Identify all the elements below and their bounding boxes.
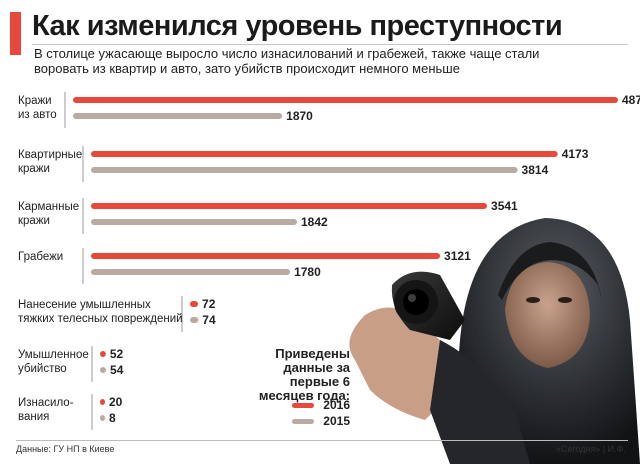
category-label: Грабежи bbox=[18, 251, 63, 263]
hooded-gunman-photo bbox=[349, 218, 640, 464]
category-label-line: кражи bbox=[18, 163, 50, 175]
value-label-2016: 4173 bbox=[562, 147, 589, 161]
value-label-2016: 3541 bbox=[491, 199, 518, 213]
category-label: Умышленное убийство bbox=[18, 349, 89, 375]
value-label-2015: 8 bbox=[109, 411, 116, 425]
bar-2016 bbox=[100, 351, 106, 357]
bar-2016 bbox=[91, 203, 488, 209]
bar-2015 bbox=[91, 219, 298, 225]
bar-2015 bbox=[100, 367, 107, 373]
value-label-2016: 72 bbox=[202, 297, 216, 311]
legend-item-2016: 2016 bbox=[250, 397, 350, 413]
value-label-2015: 1842 bbox=[301, 215, 328, 229]
category-label-line: кражи bbox=[18, 215, 50, 227]
value-label-2016: 52 bbox=[110, 347, 124, 361]
category-label: Нанесение умышленных тяжких телесных повр… bbox=[18, 299, 183, 325]
bar-2016 bbox=[100, 399, 105, 405]
credit: «Сегодня» | И.Ф. bbox=[555, 444, 626, 454]
category-label-line: Умышленное bbox=[18, 349, 89, 361]
value-label-2015: 54 bbox=[110, 363, 124, 377]
category-label-line: тяжких телесных повреждений bbox=[18, 313, 183, 325]
bar-2015 bbox=[100, 415, 105, 421]
bar-2015 bbox=[91, 167, 518, 173]
value-label-2015: 1870 bbox=[286, 109, 313, 123]
title-divider bbox=[32, 44, 628, 45]
page-subtitle: В столице ужасающе выросло число изнасил… bbox=[34, 46, 540, 76]
bar-2016 bbox=[190, 301, 199, 307]
category-label: Квартирные кражи bbox=[18, 149, 82, 175]
crime-bar-chart: Кражи из авто 4873 1870 Квартирные кражи 4173 3… bbox=[18, 92, 640, 430]
bar-2015 bbox=[91, 269, 291, 275]
value-label-2016: 20 bbox=[109, 395, 123, 409]
value-label-2015: 1780 bbox=[294, 265, 321, 279]
page-title: Как изменился уровень преступности bbox=[32, 10, 563, 42]
category-label-line: вания bbox=[18, 411, 49, 423]
footer-divider bbox=[16, 440, 628, 441]
value-label-2015: 74 bbox=[202, 313, 216, 327]
legend-label-2016: 2016 bbox=[323, 398, 350, 412]
category-label-line: Карманные bbox=[18, 201, 79, 213]
category-label: Карманные кражи bbox=[18, 201, 79, 227]
legend-swatch-2015 bbox=[292, 418, 314, 424]
legend: 2016 2015 bbox=[250, 397, 350, 429]
category-label-line: Кражи bbox=[18, 95, 52, 107]
period-note: Приведены данные за первые 6 месяцев год… bbox=[258, 346, 350, 403]
category-label: Кражи из авто bbox=[18, 95, 57, 121]
bar-2015 bbox=[73, 113, 283, 119]
title-marker bbox=[10, 12, 21, 55]
legend-swatch-2016 bbox=[292, 402, 314, 408]
category-label-line: из авто bbox=[18, 109, 57, 121]
bar-2016 bbox=[73, 97, 618, 103]
category-label-line: Нанесение умышленных bbox=[18, 299, 151, 311]
category-label-line: Квартирные bbox=[18, 149, 82, 161]
bar-2016 bbox=[91, 151, 558, 157]
data-source: Данные: ГУ НП в Киеве bbox=[16, 444, 115, 454]
legend-item-2015: 2015 bbox=[250, 413, 350, 429]
category-label-line: Изнасило- bbox=[18, 397, 74, 409]
bar-2015 bbox=[190, 317, 199, 323]
category-label-line: убийство bbox=[18, 363, 67, 375]
value-label-2016: 3121 bbox=[444, 249, 471, 263]
value-label-2016: 4873 bbox=[622, 93, 640, 107]
category-label: Изнасило-вания bbox=[18, 397, 74, 423]
value-label-2015: 3814 bbox=[522, 163, 549, 177]
bar-2016 bbox=[91, 253, 441, 259]
category-label-line: Грабежи bbox=[18, 251, 63, 263]
legend-label-2015: 2015 bbox=[323, 414, 350, 428]
